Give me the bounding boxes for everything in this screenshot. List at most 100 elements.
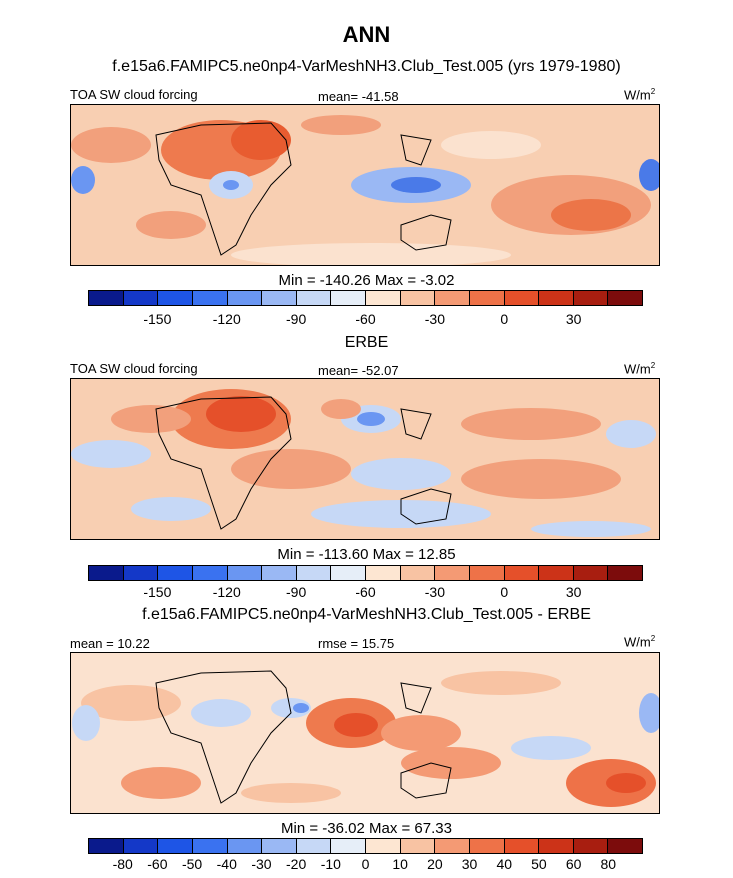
panel1-map <box>70 104 660 266</box>
colorbar-swatch <box>227 839 263 853</box>
colorbar-tick-label: -80 <box>112 856 133 872</box>
colorbar-swatch <box>123 291 159 305</box>
panel1-colorbar <box>88 290 643 306</box>
colorbar-tick-label: -120 <box>212 584 241 600</box>
colorbar-swatch <box>123 839 159 853</box>
colorbar-swatch <box>608 839 642 853</box>
colorbar-tick-label: -50 <box>181 856 203 872</box>
colorbar-swatch <box>435 839 470 853</box>
panel2-minmax: Min = -113.60 Max = 12.85 <box>277 546 456 563</box>
colorbar-swatch <box>227 566 263 580</box>
panel3-colorbar-ticks: -80 -60 -50 -40 -30 -20 -10 0 10 20 30 40 50 60 80 <box>88 856 643 874</box>
colorbar-swatch <box>573 839 609 853</box>
colorbar-swatch <box>504 839 540 853</box>
colorbar-tick-label: -150 <box>143 584 172 600</box>
panel2-map <box>70 378 660 540</box>
colorbar-swatch <box>192 839 228 853</box>
panel1-colorbar-ticks: -150 -120 -90 -60 -30 0 30 <box>88 311 643 329</box>
colorbar-swatch <box>504 291 540 305</box>
colorbar-swatch <box>89 839 124 853</box>
colorbar-swatch <box>469 566 505 580</box>
colorbar-swatch <box>539 839 574 853</box>
colorbar-swatch <box>504 566 540 580</box>
panel3-heading: f.e15a6.FAMIPC5.ne0np4-VarMeshNH3.Club_T… <box>142 606 591 623</box>
panel2-mean-label: mean= -52.07 <box>318 363 399 378</box>
panel3-colorbar <box>88 838 643 854</box>
colorbar-swatch <box>158 291 193 305</box>
colorbar-tick-label: -120 <box>212 311 241 327</box>
panel2-map-svg <box>71 379 659 539</box>
colorbar-swatch <box>192 566 228 580</box>
colorbar-tick-label: -60 <box>147 856 168 872</box>
colorbar-swatch <box>469 291 505 305</box>
colorbar-swatch <box>331 566 366 580</box>
colorbar-tick-label: 0 <box>500 311 509 327</box>
colorbar-tick-label: -30 <box>251 856 272 872</box>
panel1-map-svg <box>71 105 659 265</box>
colorbar-swatch <box>158 839 193 853</box>
colorbar-swatch <box>262 839 297 853</box>
colorbar-tick-label: 30 <box>565 584 582 600</box>
colorbar-tick-label: -30 <box>424 584 445 600</box>
colorbar-swatch <box>400 566 436 580</box>
colorbar-swatch <box>539 566 574 580</box>
colorbar-swatch <box>89 566 124 580</box>
colorbar-swatch <box>608 566 642 580</box>
colorbar-swatch <box>296 291 332 305</box>
colorbar-tick-label: 20 <box>427 856 443 872</box>
colorbar-swatch <box>331 839 366 853</box>
panel2-heading: ERBE <box>344 334 389 351</box>
colorbar-swatch <box>469 839 505 853</box>
panel3-map <box>70 652 660 814</box>
colorbar-tick-label: 10 <box>392 856 408 872</box>
colorbar-swatch <box>400 839 436 853</box>
colorbar-swatch <box>331 291 366 305</box>
colorbar-swatch <box>608 291 642 305</box>
colorbar-tick-label: -150 <box>143 311 172 327</box>
colorbar-swatch <box>89 291 124 305</box>
colorbar-swatch <box>296 839 332 853</box>
colorbar-swatch <box>192 291 228 305</box>
colorbar-tick-label: 0 <box>361 856 370 872</box>
panel2-colorbar-ticks: -150 -120 -90 -60 -30 0 30 <box>88 584 643 602</box>
colorbar-swatch <box>296 566 332 580</box>
colorbar-tick-label: 60 <box>565 856 582 872</box>
colorbar-swatch <box>573 291 609 305</box>
colorbar-tick-label: -10 <box>320 856 341 872</box>
colorbar-tick-label: -60 <box>355 584 376 600</box>
colorbar-swatch <box>435 566 470 580</box>
colorbar-swatch <box>262 566 297 580</box>
colorbar-tick-label: 30 <box>461 856 478 872</box>
colorbar-swatch <box>366 566 401 580</box>
colorbar-tick-label: -30 <box>424 311 445 327</box>
colorbar-swatch <box>400 291 436 305</box>
colorbar-tick-label: -20 <box>286 856 307 872</box>
panel3-minmax: Min = -36.02 Max = 67.33 <box>281 820 452 837</box>
colorbar-tick-label: -60 <box>355 311 376 327</box>
colorbar-tick-label: -90 <box>286 311 307 327</box>
colorbar-swatch <box>158 566 193 580</box>
colorbar-swatch <box>366 839 401 853</box>
colorbar-tick-label: 80 <box>600 856 617 872</box>
panel1-variable-label: TOA SW cloud forcing <box>70 87 198 102</box>
colorbar-swatch <box>227 291 263 305</box>
colorbar-swatch <box>539 291 574 305</box>
colorbar-swatch <box>366 291 401 305</box>
experiment-subtitle: f.e15a6.FAMIPC5.ne0np4-VarMeshNH3.Club_T… <box>112 58 621 75</box>
colorbar-swatch <box>435 291 470 305</box>
panel1-units-label: W/m2 <box>624 87 656 103</box>
colorbar-tick-label: 30 <box>565 311 582 327</box>
colorbar-swatch <box>123 566 159 580</box>
panel1-mean-label: mean= -41.58 <box>318 89 399 104</box>
panel2-colorbar <box>88 565 643 581</box>
panel2-units-label: W/m2 <box>624 361 656 377</box>
panel1-minmax: Min = -140.26 Max = -3.02 <box>278 272 455 289</box>
panel3-units-label: W/m2 <box>624 634 656 650</box>
page-title: ANN <box>342 22 391 47</box>
colorbar-swatch <box>262 291 297 305</box>
panel2-variable-label: TOA SW cloud forcing <box>70 361 198 376</box>
panel3-rmse-label: rmse = 15.75 <box>318 636 395 651</box>
colorbar-tick-label: 40 <box>496 856 513 872</box>
colorbar-tick-label: 50 <box>531 856 547 872</box>
colorbar-swatch <box>573 566 609 580</box>
